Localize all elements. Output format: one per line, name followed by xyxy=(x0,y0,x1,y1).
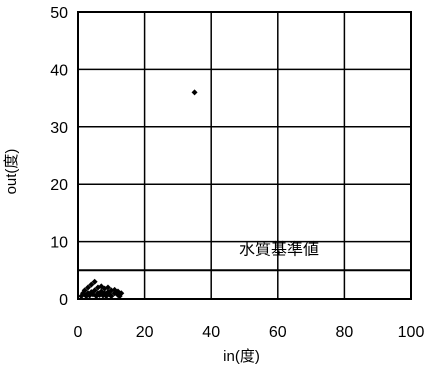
data-point xyxy=(81,287,88,294)
x-tick-label: 100 xyxy=(398,324,425,341)
data-point xyxy=(104,284,111,291)
y-tick-label: 10 xyxy=(50,235,68,252)
y-tick-labels: 0 10 20 30 40 50 xyxy=(50,5,68,309)
x-tick-label: 80 xyxy=(336,324,354,341)
reference-line-group: 水質基準値 xyxy=(78,240,411,272)
x-tick-label: 40 xyxy=(202,324,220,341)
data-point xyxy=(91,287,98,294)
data-point xyxy=(118,290,125,297)
data-point xyxy=(88,281,95,288)
plot-area-frame xyxy=(77,11,412,300)
x-tick-label: 60 xyxy=(269,324,287,341)
data-points xyxy=(78,89,198,300)
y-tick-label: 30 xyxy=(50,120,68,137)
y-axis-label: out(度) xyxy=(3,149,20,195)
data-point xyxy=(91,278,98,285)
x-tick-labels: 0 20 40 60 80 100 xyxy=(74,324,425,341)
x-axis-label: in(度) xyxy=(223,348,260,365)
y-tick-label: 50 xyxy=(50,5,68,22)
data-point xyxy=(108,293,115,300)
data-point xyxy=(191,89,198,96)
data-point xyxy=(84,284,91,291)
y-tick-label: 40 xyxy=(50,62,68,79)
y-tick-label: 20 xyxy=(50,177,68,194)
x-tick-label: 0 xyxy=(74,324,83,341)
water-quality-standard-label: 水質基準値 xyxy=(239,240,319,258)
grid-lines xyxy=(78,12,411,299)
y-tick-label: 0 xyxy=(59,292,68,309)
x-tick-label: 20 xyxy=(136,324,154,341)
